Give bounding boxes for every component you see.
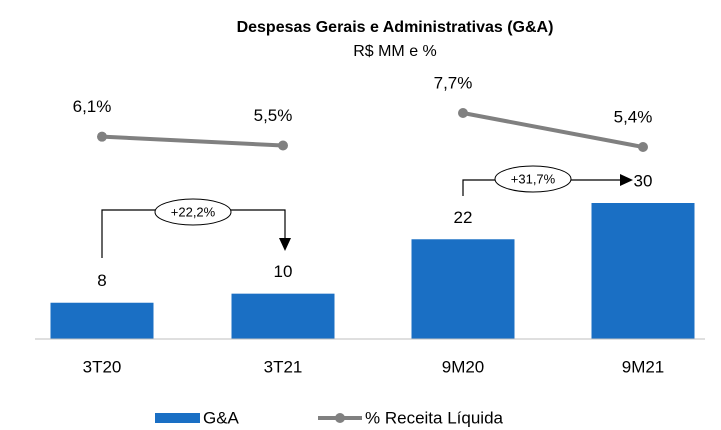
x-tick-label: 9M21 — [622, 357, 665, 376]
line-point — [638, 142, 648, 152]
line-label: 7,7% — [434, 73, 473, 92]
x-tick-label: 3T20 — [83, 357, 122, 376]
legend-label: % Receita Líquida — [365, 408, 504, 427]
arrow-head — [279, 238, 291, 251]
chart-subtitle: R$ MM e % — [353, 43, 437, 60]
line-point — [458, 108, 468, 118]
arrow-head — [620, 174, 633, 186]
x-tick-label: 9M20 — [442, 357, 485, 376]
line-label: 5,5% — [254, 106, 293, 125]
annotation-bubble — [154, 198, 232, 226]
annotation: +31,7% — [511, 171, 556, 186]
annotation-bubble — [494, 165, 572, 193]
bar — [50, 302, 154, 339]
legend-swatch — [155, 413, 200, 423]
bar-label: 8 — [97, 271, 106, 290]
line — [462, 111, 644, 149]
line-point — [97, 131, 107, 142]
bar-label: 10 — [274, 262, 293, 281]
annotation: +22,2% — [171, 204, 216, 219]
line — [101, 134, 284, 148]
line-label: 6,1% — [73, 97, 112, 116]
legend-swatch — [335, 413, 345, 423]
bar — [411, 239, 515, 339]
chart-title: Despesas Gerais e Administrativas (G&A) — [237, 19, 554, 36]
bar-label: 22 — [454, 208, 473, 227]
line-label: 5,4% — [614, 107, 653, 126]
x-tick-label: 3T21 — [264, 357, 303, 376]
bar — [231, 293, 335, 339]
legend-label: G&A — [203, 408, 240, 427]
bar — [591, 203, 695, 339]
bar-label: 30 — [634, 171, 653, 190]
line-point — [278, 140, 288, 151]
